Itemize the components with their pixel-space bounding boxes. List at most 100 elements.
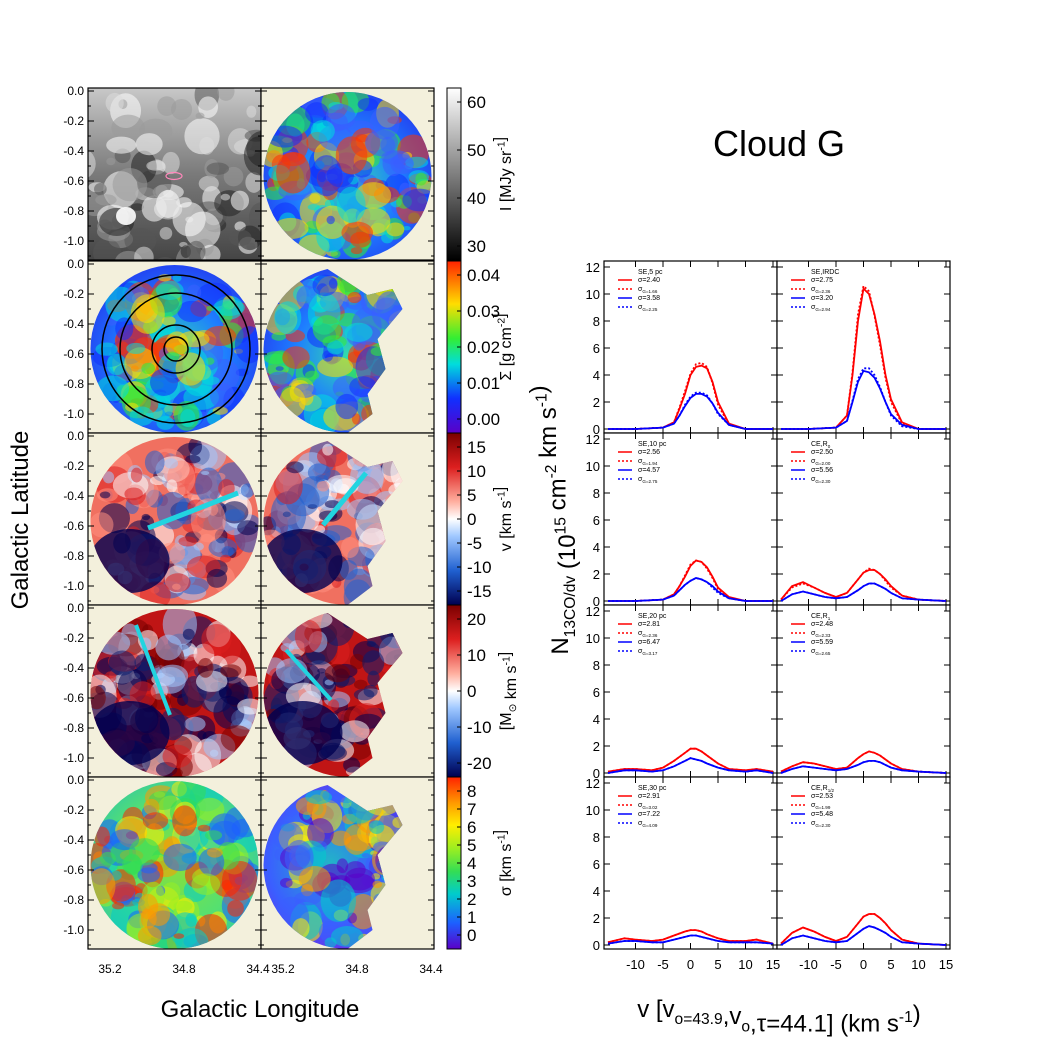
x-tick-label: 10	[738, 957, 752, 972]
panel-label: CE,R1	[811, 613, 831, 621]
series-line	[607, 934, 774, 945]
y-tick-label: 4	[593, 712, 600, 727]
series-line	[780, 567, 947, 602]
y-tick-label: 10	[586, 631, 600, 646]
legend-entry: σ=2.75	[811, 277, 833, 284]
legend-entry: σG=2.65	[811, 648, 831, 656]
x-tick-label: 5	[714, 957, 721, 972]
lat-tick-label: -1.0	[63, 234, 84, 248]
legend-entry: σG=2.30	[811, 476, 831, 484]
spectrum-frame	[603, 604, 778, 778]
spectrum-panel: CE,R0σ=2.50 σG=2.00σ=5.56 σG=2.30	[776, 432, 951, 606]
legend-entry: σ=4.57	[638, 467, 660, 474]
y-tick-label: 0	[593, 422, 600, 437]
x-tick-label: 0	[687, 957, 694, 972]
lon-tick-label: 35.2	[98, 962, 122, 976]
y-tick-label: 4	[593, 368, 600, 383]
lat-tick-label: -1.0	[63, 579, 84, 593]
colorbar-label: v [km s-1]	[492, 487, 515, 551]
y-tick-label: 2	[593, 739, 600, 754]
lat-tick-label: -0.4	[63, 144, 84, 158]
colorbar-tick-label: 0.03	[467, 302, 500, 321]
legend-entry: σ=7.22	[638, 811, 660, 818]
colorbar-label: Σ [g cm-2]	[492, 313, 515, 380]
lat-tick-label: -0.2	[63, 459, 84, 473]
legend-entry: σG=2.36	[638, 630, 658, 638]
colorbar-tick-label: 50	[467, 141, 486, 160]
colorbar-tick-label: -10	[467, 558, 492, 577]
legend-entry: σG=3.17	[638, 648, 658, 656]
colorbar-tick-label: 0.00	[467, 410, 500, 429]
spectrum-frame	[776, 776, 951, 950]
map-panel-r0-right	[261, 88, 434, 260]
legend-entry: σG=2.33	[811, 630, 831, 638]
lat-tick-label: -1.0	[63, 407, 84, 421]
colorbar	[446, 87, 462, 261]
panel-label: SE,IRDC	[811, 269, 839, 276]
legend-entry: σ=5.56	[811, 467, 833, 474]
series-line	[780, 760, 947, 774]
figure-title: Cloud G	[713, 123, 845, 164]
y-tick-label: 12	[586, 432, 600, 447]
map-frame	[260, 776, 435, 950]
x-tick-label: -5	[830, 957, 842, 972]
map-panel-r1-left	[88, 261, 261, 433]
series-line	[781, 367, 946, 430]
y-tick-label: 6	[593, 341, 600, 356]
x-tick-label: -5	[657, 957, 669, 972]
lat-tick-label: -0.2	[63, 803, 84, 817]
lat-tick-label: 0.0	[67, 257, 84, 271]
lat-tick-label: -1.0	[63, 751, 84, 765]
lat-tick-label: 0.0	[67, 429, 84, 443]
lon-tick-label: 34.4	[419, 962, 443, 976]
lat-tick-label: -0.6	[63, 174, 84, 188]
colorbar-tick-label: 2	[467, 890, 476, 909]
legend-entry: σ=2.91	[638, 793, 660, 800]
lat-tick-label: -0.8	[63, 549, 84, 563]
series-line	[607, 747, 774, 773]
legend-entry: σ=3.20	[811, 295, 833, 302]
map-frame	[260, 87, 435, 261]
y-tick-label: 8	[593, 830, 600, 845]
lon-tick-label: 34.8	[345, 962, 369, 976]
irdc-ellipse	[165, 171, 183, 181]
colorbar-tick-label: 10	[467, 462, 486, 481]
legend: CE,R1σ=2.48 σG=2.33σ=5.59 σG=2.65	[791, 613, 833, 656]
lat-tick-label: -0.6	[63, 691, 84, 705]
colorbar-label: I [MJy sr-1]	[492, 137, 515, 211]
legend-entry: σG=2.75	[638, 476, 658, 484]
colorbar-tick-label: 6	[467, 818, 476, 837]
bright-source	[116, 207, 136, 225]
colorbar-tick-label: 0	[467, 510, 476, 529]
colorbar-tick-label: 4	[467, 854, 476, 873]
colorbar-tick-label: 0.04	[467, 266, 500, 285]
y-tick-label: 0	[593, 938, 600, 953]
legend-entry: σ=5.48	[811, 811, 833, 818]
x-tick-label: 0	[860, 957, 867, 972]
series-line	[608, 361, 773, 430]
legend-entry: σG=1.66	[638, 286, 658, 294]
aperture-circle	[119, 292, 233, 406]
legend-entry: σG=2.30	[811, 820, 831, 828]
series-line	[780, 913, 947, 946]
map-panel-r4-right	[261, 777, 434, 949]
gradient-arrow	[147, 490, 239, 531]
spectrum-panel: SE,5 pcσ=2.40 σG=1.66σ=3.58 σG=2.25 0 2 4 6 8 10…	[586, 260, 778, 437]
colorbar-tick-label: 40	[467, 189, 486, 208]
y-tick-label: 2	[593, 911, 600, 926]
lat-tick-label: -0.8	[63, 377, 84, 391]
spectrum-frame	[603, 260, 778, 434]
y-tick-label: 6	[593, 685, 600, 700]
series-line	[608, 577, 773, 602]
legend-entry: σG=2.00	[811, 458, 831, 466]
colorbar-label: σ [km s-1]	[492, 830, 515, 896]
colorbar-tick-label: 60	[467, 93, 486, 112]
legend-entry: σ=2.81	[638, 621, 660, 628]
lat-tick-label: -0.4	[63, 317, 84, 331]
gradient-arrow	[284, 648, 333, 702]
legend-entry: σ=3.58	[638, 295, 660, 302]
panel-label: CE,R1/2	[811, 785, 835, 793]
legend: CE,R0σ=2.50 σG=2.00σ=5.56 σG=2.30	[791, 441, 833, 484]
colorbar-tick-label: -10	[467, 718, 492, 737]
